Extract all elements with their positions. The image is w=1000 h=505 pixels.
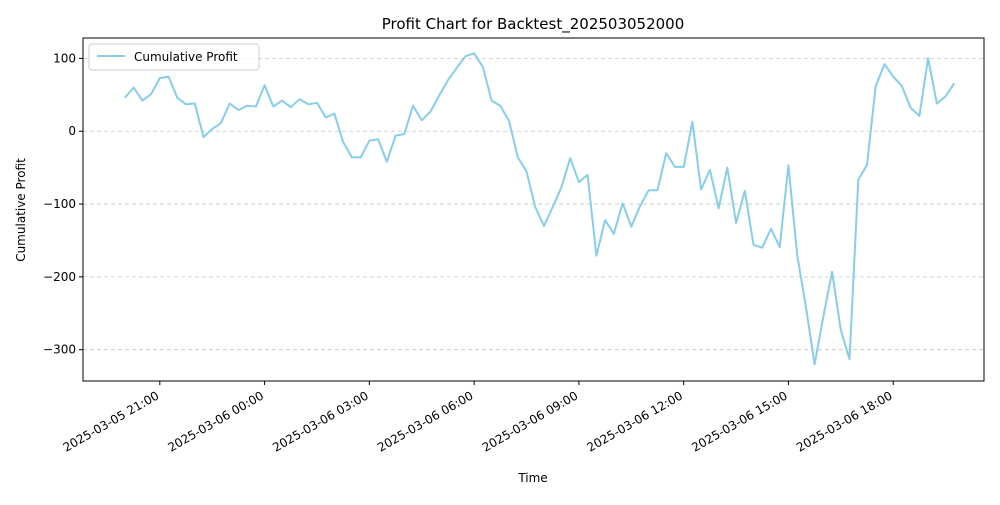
- x-tick-label: 2025-03-06 12:00: [585, 388, 686, 454]
- x-tick-label: 2025-03-06 18:00: [794, 388, 895, 454]
- plot-frame: [82, 37, 985, 382]
- y-tick-label: −300: [43, 343, 76, 357]
- x-tick-label: 2025-03-06 06:00: [375, 388, 476, 454]
- y-tick-label: −200: [43, 270, 76, 284]
- chart-title: Profit Chart for Backtest_202503052000: [382, 15, 685, 34]
- x-axis-label: Time: [517, 471, 547, 485]
- y-axis: 100 0 −100 −200 −300: [43, 51, 83, 357]
- series-line-cumulative-profit: [124, 52, 956, 366]
- y-tick-label: 100: [53, 51, 76, 65]
- x-axis: 2025-03-05 21:00 2025-03-06 00:00 2025-03-…: [61, 381, 895, 455]
- legend-label: Cumulative Profit: [134, 50, 238, 64]
- x-tick-label: 2025-03-05 21:00: [61, 388, 162, 454]
- x-tick-label: 2025-03-06 03:00: [270, 388, 371, 454]
- y-tick-label: 0: [68, 124, 76, 138]
- y-tick-label: −100: [43, 197, 76, 211]
- legend: Cumulative Profit: [88, 43, 260, 71]
- y-axis-label: Cumulative Profit: [14, 158, 28, 262]
- series-layer: [124, 52, 956, 366]
- x-tick-label: 2025-03-06 09:00: [480, 388, 581, 454]
- legend-box: [88, 43, 260, 71]
- x-tick-label: 2025-03-06 00:00: [165, 388, 266, 454]
- x-tick-label: 2025-03-06 15:00: [689, 388, 790, 454]
